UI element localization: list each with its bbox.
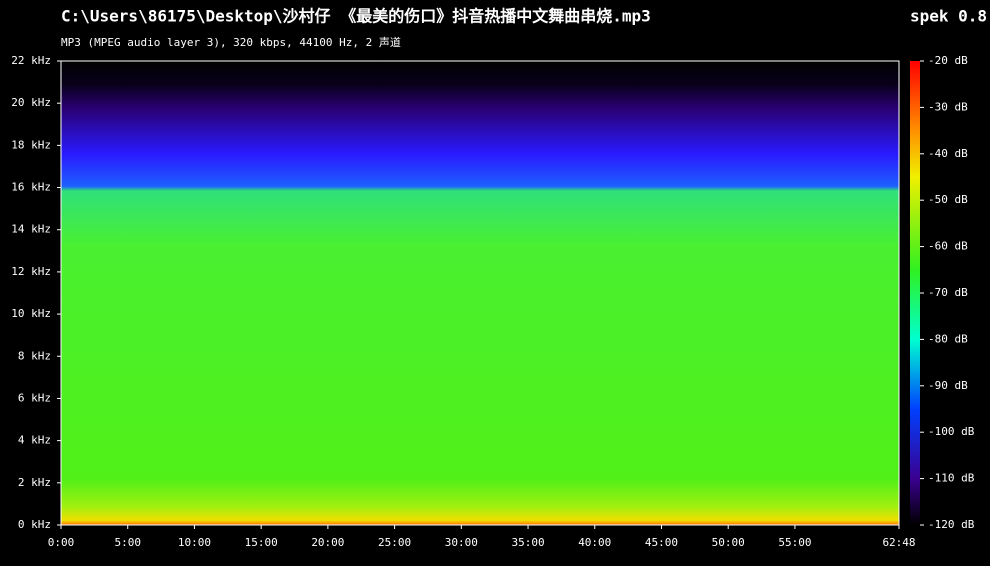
x-tick-label: 62:48 bbox=[882, 536, 915, 549]
colorbar-tick-label: -120 dB bbox=[928, 518, 975, 531]
colorbar-tick-label: -30 dB bbox=[928, 100, 968, 113]
y-tick-label: 14 kHz bbox=[11, 223, 51, 236]
y-tick-label: 16 kHz bbox=[11, 181, 51, 194]
colorbar-tick-label: -110 dB bbox=[928, 472, 975, 485]
y-tick-label: 10 kHz bbox=[11, 307, 51, 320]
plot-frame bbox=[60, 60, 900, 526]
x-tick-label: 20:00 bbox=[311, 536, 344, 549]
y-tick-label: 22 kHz bbox=[11, 54, 51, 67]
colorbar-tick-label: -80 dB bbox=[928, 332, 968, 345]
x-tick-label: 40:00 bbox=[578, 536, 611, 549]
x-tick-label: 30:00 bbox=[445, 536, 478, 549]
file-info: MP3 (MPEG audio layer 3), 320 kbps, 4410… bbox=[61, 35, 401, 49]
file-title: C:\Users\86175\Desktop\沙村仔 《最美的伤口》抖音热播中文… bbox=[61, 7, 651, 26]
colorbar-tick-label: -50 dB bbox=[928, 193, 968, 206]
colorbar bbox=[910, 61, 920, 525]
x-tick-label: 5:00 bbox=[114, 536, 141, 549]
colorbar-tick-label: -90 dB bbox=[928, 379, 968, 392]
y-tick-label: 8 kHz bbox=[18, 349, 51, 362]
colorbar-tick-label: -20 dB bbox=[928, 54, 968, 67]
y-tick-label: 18 kHz bbox=[11, 138, 51, 151]
x-tick-label: 15:00 bbox=[245, 536, 278, 549]
y-tick-label: 2 kHz bbox=[18, 476, 51, 489]
spectrogram bbox=[61, 61, 899, 525]
x-tick-label: 50:00 bbox=[712, 536, 745, 549]
x-tick-label: 25:00 bbox=[378, 536, 411, 549]
x-tick-label: 0:00 bbox=[48, 536, 75, 549]
x-tick-label: 45:00 bbox=[645, 536, 678, 549]
colorbar-tick-label: -40 dB bbox=[928, 147, 968, 160]
y-tick-label: 6 kHz bbox=[18, 391, 51, 404]
colorbar-tick-label: -60 dB bbox=[928, 240, 968, 253]
colorbar-tick-label: -100 dB bbox=[928, 425, 975, 438]
app-name: spek 0.8.2 bbox=[910, 7, 990, 26]
y-tick-label: 0 kHz bbox=[18, 518, 51, 531]
x-tick-label: 10:00 bbox=[178, 536, 211, 549]
colorbar-tick-label: -70 dB bbox=[928, 286, 968, 299]
x-tick-label: 35:00 bbox=[511, 536, 544, 549]
x-tick-label: 55:00 bbox=[778, 536, 811, 549]
y-tick-label: 20 kHz bbox=[11, 96, 51, 109]
y-tick-label: 4 kHz bbox=[18, 434, 51, 447]
y-tick-label: 12 kHz bbox=[11, 265, 51, 278]
